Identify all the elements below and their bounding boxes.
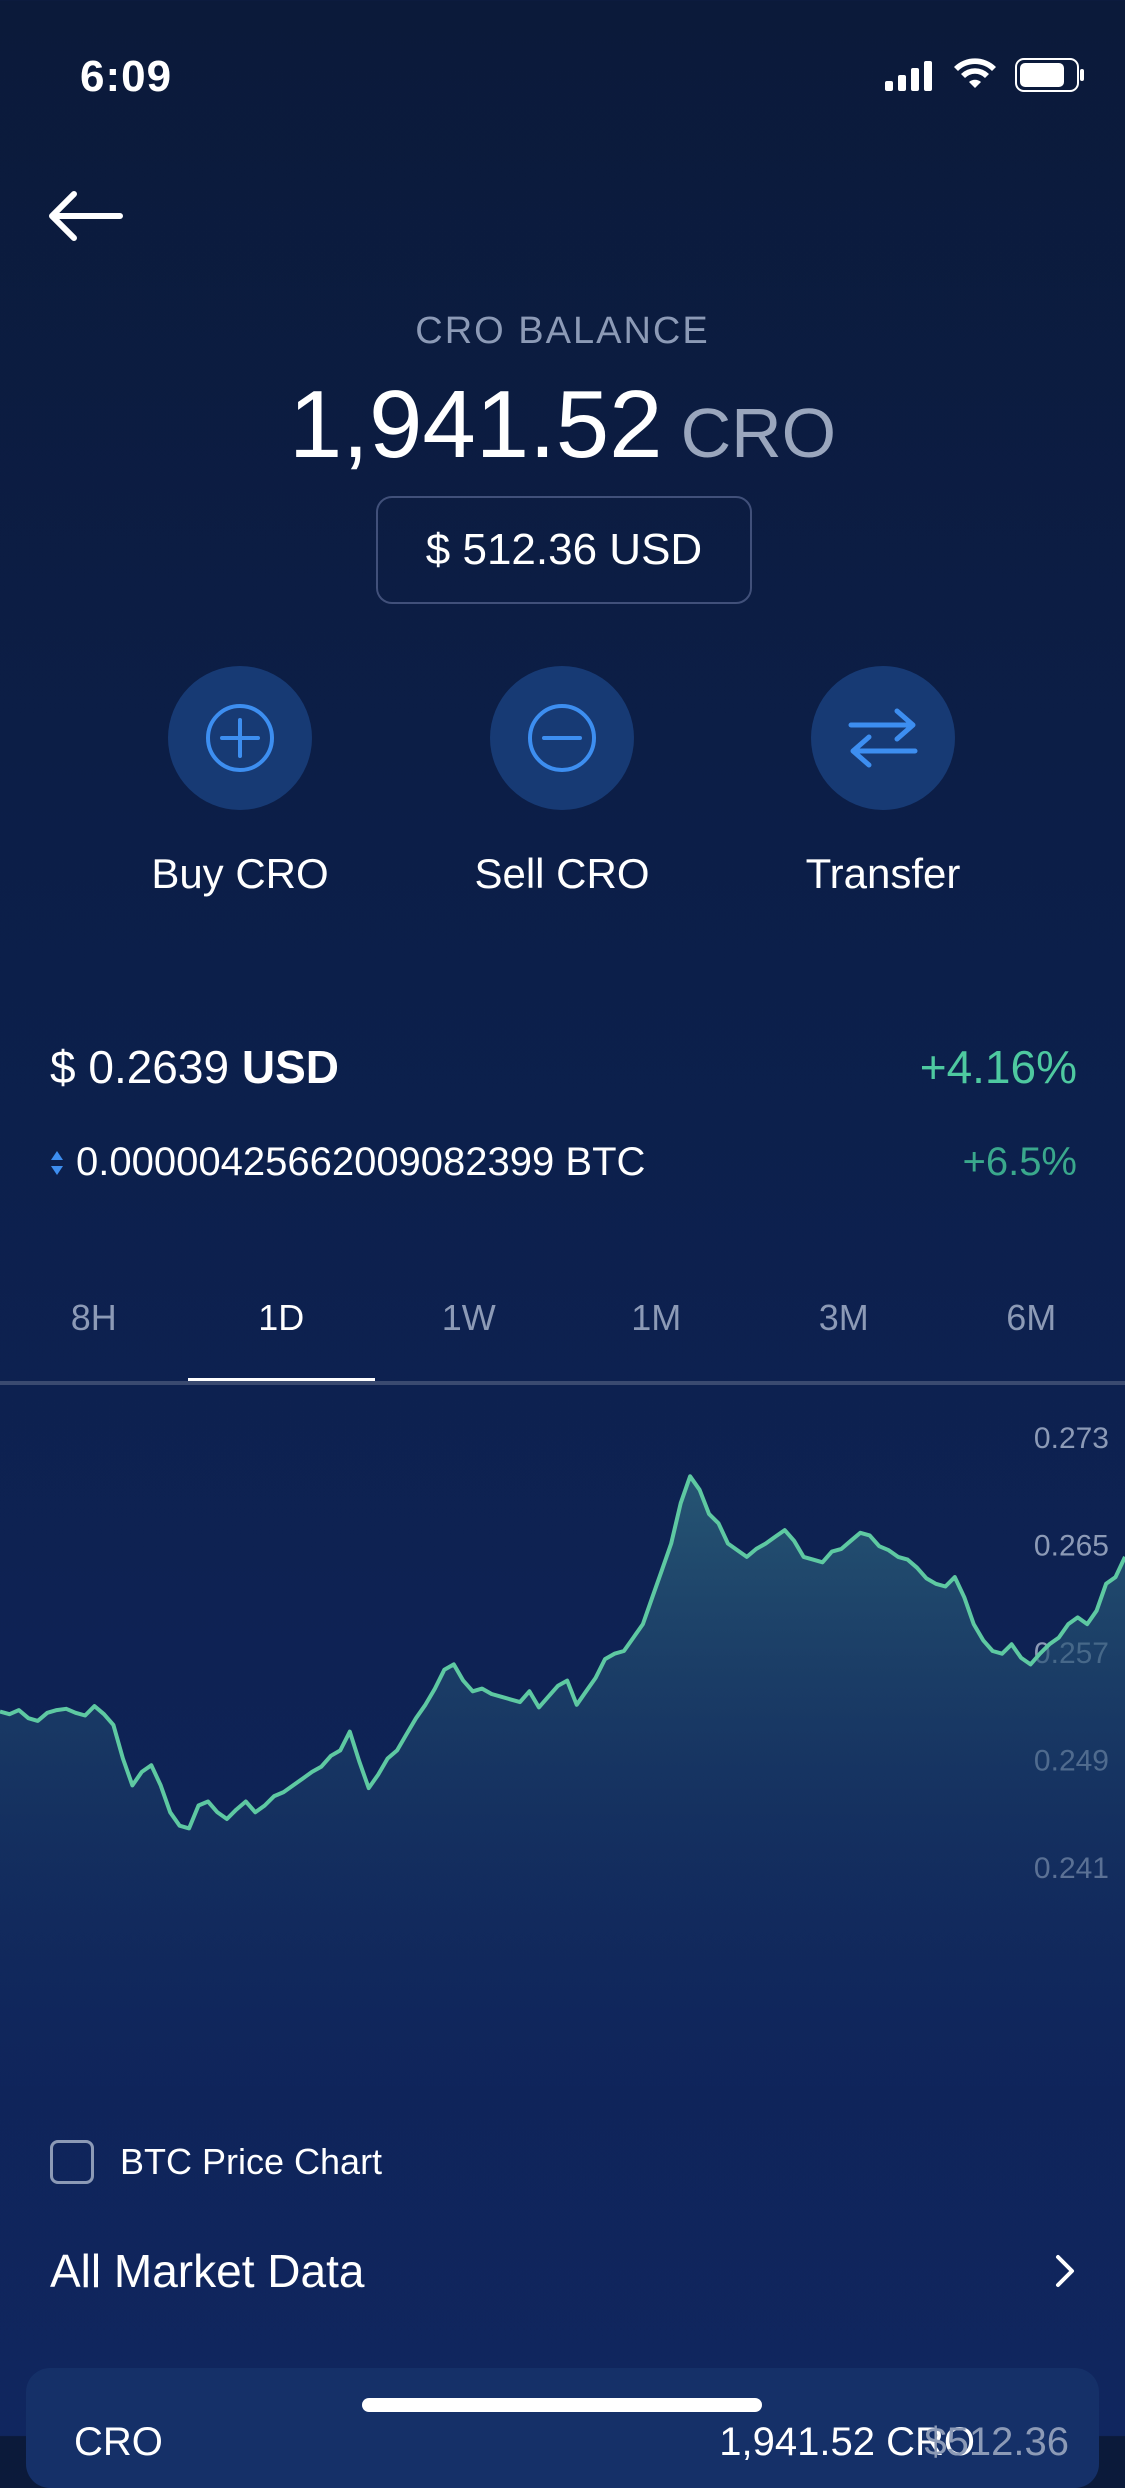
timeframe-tabs: 8H 1D 1W 1M 3M 6M bbox=[0, 1290, 1125, 1384]
price-btc-change: +6.5% bbox=[962, 1140, 1077, 1185]
sell-cro-button[interactable]: Sell CRO bbox=[442, 666, 682, 898]
y-tick-label: 0.265 bbox=[1034, 1530, 1109, 1563]
tab-6m[interactable]: 6M bbox=[938, 1290, 1125, 1384]
y-tick-label: 0.273 bbox=[1034, 1422, 1109, 1455]
status-time: 6:09 bbox=[80, 52, 172, 102]
transfer-button[interactable]: Transfer bbox=[763, 666, 1003, 898]
plus-circle-icon bbox=[200, 698, 280, 778]
price-usd-value: $ 0.2639 bbox=[50, 1041, 229, 1093]
price-usd: $ 0.2639 USD bbox=[50, 1040, 339, 1094]
buy-cro-label: Buy CRO bbox=[120, 850, 360, 898]
tab-1m[interactable]: 1M bbox=[563, 1290, 751, 1384]
buy-circle[interactable] bbox=[168, 666, 312, 810]
tab-8h[interactable]: 8H bbox=[0, 1290, 188, 1384]
btc-chart-label: BTC Price Chart bbox=[120, 2141, 382, 2183]
btc-chart-checkbox[interactable] bbox=[50, 2140, 94, 2184]
usd-value-pill[interactable]: $ 512.36 USD bbox=[376, 496, 752, 604]
chevron-right-icon bbox=[1050, 2251, 1080, 2291]
holding-card-token: CRO bbox=[74, 2420, 163, 2465]
price-usd-change: +4.16% bbox=[920, 1040, 1077, 1094]
arrow-left-icon[interactable] bbox=[44, 186, 124, 246]
buy-cro-button[interactable]: Buy CRO bbox=[120, 666, 360, 898]
chart-area bbox=[0, 1476, 1125, 2086]
sell-circle[interactable] bbox=[490, 666, 634, 810]
balance-label: CRO BALANCE bbox=[0, 310, 1125, 353]
tabs-divider bbox=[0, 1381, 1125, 1385]
transfer-arrows-icon bbox=[843, 703, 923, 773]
transfer-label: Transfer bbox=[763, 850, 1003, 898]
sell-cro-label: Sell CRO bbox=[442, 850, 682, 898]
tab-3m[interactable]: 3M bbox=[750, 1290, 938, 1384]
wifi-icon bbox=[953, 58, 997, 92]
minus-circle-icon bbox=[522, 698, 602, 778]
home-indicator bbox=[362, 2398, 762, 2412]
price-usd-unit: USD bbox=[242, 1041, 339, 1093]
price-btc-value: 0.0000042566200908​2399 BTC bbox=[76, 1140, 645, 1185]
battery-icon bbox=[1015, 58, 1085, 92]
balance-amount: 1,941.52 bbox=[289, 370, 663, 480]
market-label: All Market Data bbox=[50, 2244, 364, 2298]
sort-arrows-icon bbox=[50, 1149, 64, 1177]
holding-card-usd: $512.36 bbox=[924, 2420, 1069, 2465]
btc-price-chart-toggle[interactable]: BTC Price Chart bbox=[50, 2140, 382, 2184]
price-btc[interactable]: 0.0000042566200908​2399 BTC bbox=[50, 1140, 645, 1185]
all-market-data-link[interactable]: All Market Data bbox=[50, 2244, 1080, 2298]
tab-1w[interactable]: 1W bbox=[375, 1290, 563, 1384]
tab-1d[interactable]: 1D bbox=[188, 1290, 376, 1384]
balance-row: 1,941.52 CRO bbox=[0, 370, 1125, 480]
balance-unit: CRO bbox=[681, 393, 837, 473]
signal-icon bbox=[885, 59, 935, 91]
status-icons bbox=[885, 58, 1085, 92]
transfer-circle[interactable] bbox=[811, 666, 955, 810]
